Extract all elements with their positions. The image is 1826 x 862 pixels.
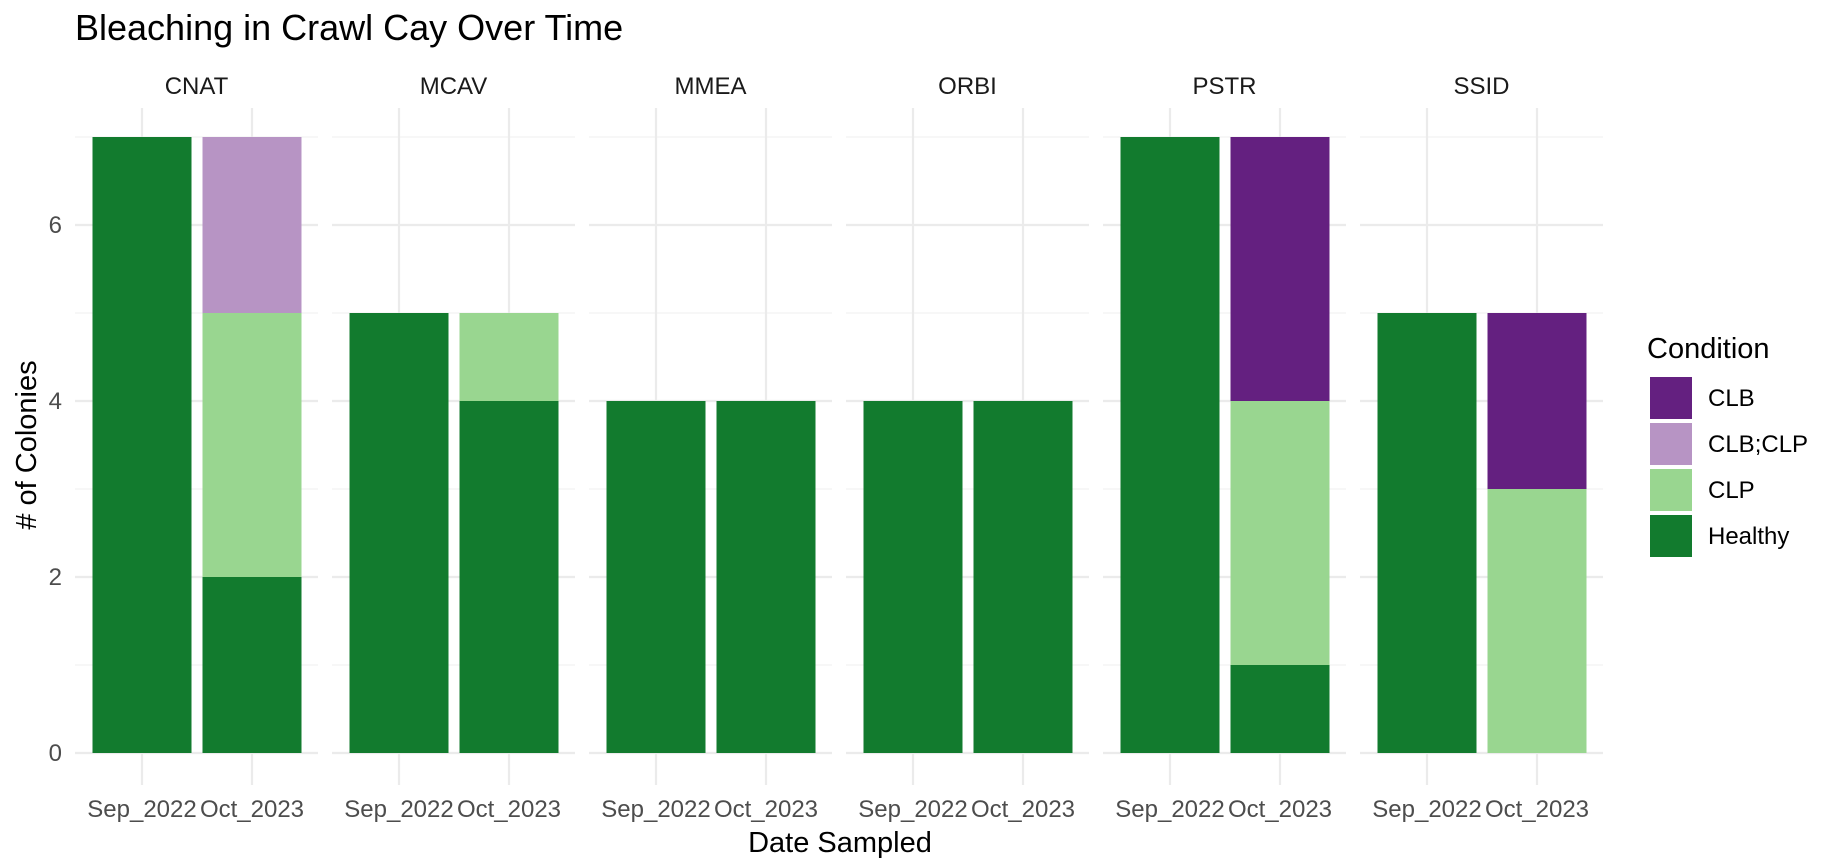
- facet-strip-label: MMEA: [675, 73, 747, 100]
- bar-segment-orbi-sep_2022-healthy: [863, 401, 963, 753]
- chart-title: Bleaching in Crawl Cay Over Time: [75, 7, 623, 48]
- bar-segment-pstr-oct_2023-healthy: [1230, 665, 1330, 753]
- x-tick-label: Sep_2022: [858, 796, 967, 823]
- legend: Condition CLB CLB;CLP CLP Healthy: [1647, 333, 1808, 557]
- bar-segment-cnat-oct_2023-clb-clp: [202, 137, 302, 313]
- bar-segment-mcav-oct_2023-clp: [459, 313, 559, 401]
- bar-segment-ssid-oct_2023-clb: [1487, 313, 1587, 489]
- x-tick-label: Oct_2023: [200, 796, 304, 823]
- facet-strip-label: ORBI: [938, 73, 997, 100]
- y-tick-label: 6: [49, 212, 62, 239]
- legend-key-healthy: [1650, 515, 1692, 557]
- x-tick-label: Oct_2023: [1485, 796, 1589, 823]
- bar-segment-orbi-oct_2023-healthy: [973, 401, 1073, 753]
- facet-panel-pstr: PSTR Sep_2022 Oct_2023: [1103, 73, 1346, 823]
- facet-panel-mcav: MCAV Sep_2022 Oct_2023: [332, 73, 575, 823]
- legend-label: CLB;CLP: [1708, 431, 1808, 458]
- bar-segment-pstr-oct_2023-clp: [1230, 401, 1330, 665]
- facet-panel-ssid: SSID Sep_2022 Oct_2023: [1360, 73, 1603, 823]
- legend-key-clb-clp: [1650, 423, 1692, 465]
- bar-segment-pstr-sep_2022-healthy: [1120, 137, 1220, 753]
- facet-panel-orbi: ORBI Sep_2022 Oct_2023: [846, 73, 1089, 823]
- legend-title: Condition: [1647, 333, 1770, 365]
- y-axis-title: # of Colonies: [11, 360, 43, 529]
- bar-segment-mmea-sep_2022-healthy: [606, 401, 706, 753]
- bar-segment-cnat-sep_2022-healthy: [92, 137, 192, 753]
- x-axis-title: Date Sampled: [748, 827, 932, 859]
- x-tick-label: Oct_2023: [714, 796, 818, 823]
- bar-segment-mcav-oct_2023-healthy: [459, 401, 559, 753]
- x-tick-label: Sep_2022: [344, 796, 453, 823]
- y-tick-label: 2: [49, 564, 62, 591]
- y-tick-label: 4: [49, 388, 62, 415]
- legend-label: Healthy: [1708, 523, 1789, 550]
- bar-segment-cnat-oct_2023-clp: [202, 313, 302, 577]
- bar-segment-cnat-oct_2023-healthy: [202, 577, 302, 753]
- bar-segment-ssid-sep_2022-healthy: [1377, 313, 1477, 753]
- facet-strip-label: MCAV: [420, 73, 488, 100]
- bar-segment-pstr-oct_2023-clb: [1230, 137, 1330, 401]
- x-tick-label: Sep_2022: [601, 796, 710, 823]
- facet-panel-cnat: CNAT Sep_2022 Oct_2023: [75, 73, 318, 823]
- x-tick-label: Oct_2023: [971, 796, 1075, 823]
- x-tick-label: Sep_2022: [87, 796, 196, 823]
- x-tick-label: Oct_2023: [1228, 796, 1332, 823]
- legend-label: CLP: [1708, 477, 1755, 504]
- x-tick-label: Sep_2022: [1115, 796, 1224, 823]
- legend-key-clb: [1650, 377, 1692, 419]
- x-tick-label: Sep_2022: [1372, 796, 1481, 823]
- facet-strip-label: CNAT: [165, 73, 229, 100]
- legend-key-clp: [1650, 469, 1692, 511]
- facet-strip-label: PSTR: [1192, 73, 1256, 100]
- legend-label: CLB: [1708, 385, 1755, 412]
- bar-segment-mcav-sep_2022-healthy: [349, 313, 449, 753]
- x-tick-label: Oct_2023: [457, 796, 561, 823]
- facet-strip-label: SSID: [1453, 73, 1509, 100]
- bar-segment-mmea-oct_2023-healthy: [716, 401, 816, 753]
- facet-panel-mmea: MMEA Sep_2022 Oct_2023: [589, 73, 832, 823]
- bar-segment-ssid-oct_2023-clp: [1487, 489, 1587, 753]
- y-tick-label: 0: [49, 740, 62, 767]
